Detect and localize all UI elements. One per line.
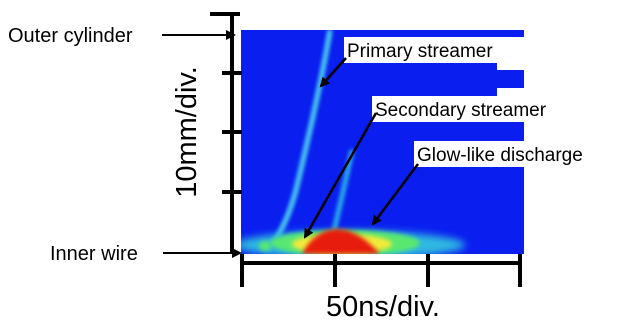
outer-cylinder-label: Outer cylinder	[8, 25, 133, 47]
x-scale-label: 50ns/div.	[326, 291, 440, 321]
inner-wire-label: Inner wire	[50, 243, 138, 265]
glow-discharge-label: Glow-like discharge	[417, 145, 583, 166]
spot-left	[259, 241, 271, 251]
glow-discharge-arrow	[371, 163, 419, 226]
primary-streamer-box	[344, 37, 540, 63]
y-scale-label: 10mm/div.	[171, 66, 203, 198]
glow-red	[302, 229, 380, 254]
primary-streamer-core	[267, 30, 331, 251]
primary-streamer-label: Primary streamer	[347, 41, 493, 62]
primary-streamer-arrow	[319, 57, 347, 88]
y-axis	[210, 12, 242, 254]
x-axis	[240, 254, 522, 287]
secondary-streamer-arrow	[303, 112, 378, 239]
secondary-streamer-label: Secondary streamer	[375, 100, 547, 121]
secondary-streamer-box	[372, 96, 606, 122]
glow-discharge-box	[414, 141, 636, 167]
